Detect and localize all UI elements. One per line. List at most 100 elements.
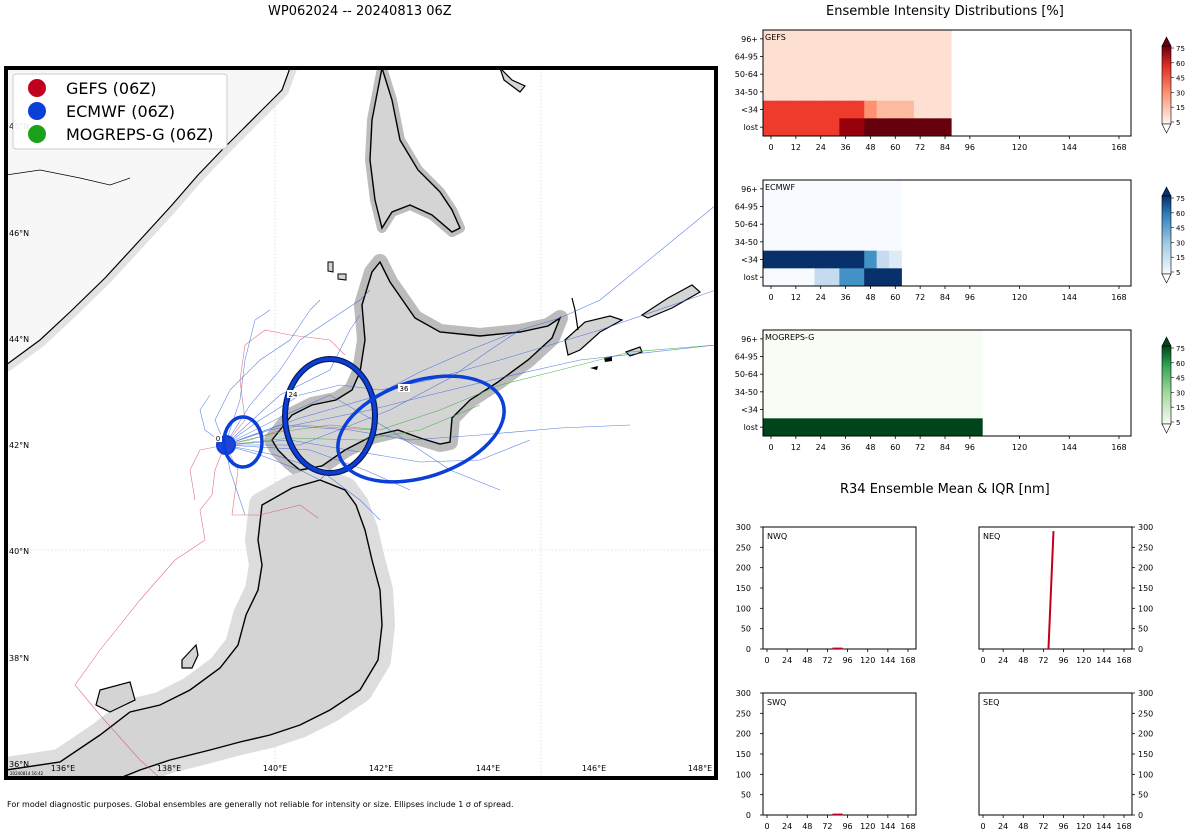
heatmap-cell (783, 365, 809, 384)
heatmap-cell (864, 215, 878, 234)
heatmap-cell (889, 30, 902, 49)
heatmap-cell (833, 383, 859, 402)
panel-frame (978, 526, 1133, 650)
x-tick-label: 144 (1096, 656, 1111, 665)
x-tick-label: 120 (1012, 143, 1027, 152)
y-tick-label: 150 (736, 750, 751, 759)
heatmap-cell (833, 400, 859, 419)
heatmap-cell (889, 65, 902, 84)
heatmap-cell (808, 330, 834, 349)
heatmap-cell (826, 47, 840, 66)
r34-panel-neq: NEQ 300 250 200 150 100 50 0 0 24 48 72 96 120 144 168 (978, 523, 1153, 665)
heatmap-cell (763, 347, 784, 366)
heatmap-cell (957, 365, 983, 384)
colorbar-tick-label: 30 (1176, 389, 1185, 397)
heatmap-cell (932, 418, 958, 437)
heatmap-cell (777, 65, 791, 84)
heatmap-cell (826, 233, 840, 252)
heatmap-cell (763, 330, 784, 349)
x-tick-label: 48 (865, 293, 875, 302)
heatmap-cell (864, 233, 878, 252)
y-tick-label: 0 (1138, 645, 1143, 654)
y-tick-label: 50-64 (735, 370, 758, 379)
heatmap-cell (789, 233, 803, 252)
heatmap-cell (814, 30, 828, 49)
heatmap-cell (802, 100, 815, 119)
heatmap-cell (858, 347, 884, 366)
heatmap-cell (814, 250, 828, 269)
r34-panel-nwq: NWQ 300 250 200 150 100 50 0 0 24 48 72 96 120 144 168 (736, 523, 917, 665)
ellipse-label-24: 24 (289, 391, 298, 399)
heatmap-cell (957, 418, 983, 437)
x-tick-label: 84 (940, 143, 950, 152)
heatmap-cell (789, 100, 803, 119)
ecmwf-tracks (199, 204, 716, 521)
y-tick-label: 96+ (741, 185, 758, 194)
legend-marker-mogreps (28, 125, 46, 143)
heatmap-cell (864, 118, 878, 137)
heatmap-cell (839, 83, 853, 102)
x-tick-label: 72 (915, 443, 925, 452)
heatmap-cell (851, 250, 865, 269)
y-tick-label: 50-64 (735, 220, 758, 229)
heatmap-cell (763, 383, 784, 402)
heatmap-cell (957, 330, 983, 349)
colorbar-extend-min (1161, 273, 1172, 284)
colorbar-extend-min (1161, 123, 1172, 134)
heatmap-cell (882, 383, 909, 402)
lat-label: 40°N (9, 547, 29, 556)
heatmap-cell (839, 118, 853, 137)
heatmap-cell (932, 400, 958, 419)
colorbar-tick-label: 60 (1176, 60, 1185, 68)
x-tick-label: 0 (980, 822, 985, 831)
lon-label: 138°E (157, 764, 181, 773)
heatmap-cell (876, 100, 890, 119)
lon-label: 136°E (51, 764, 75, 773)
colorbar-extend-max (1161, 336, 1172, 347)
heatmap-cell (802, 268, 815, 287)
y-tick-label: lost (744, 423, 758, 432)
x-tick-label: 24 (816, 443, 826, 452)
heatmap-cell (882, 330, 909, 349)
x-tick-label: 24 (782, 656, 792, 665)
heatmap-cell (851, 47, 865, 66)
heatmap-cell (851, 180, 865, 199)
heatmap-cell (826, 83, 840, 102)
x-tick-label: 0 (768, 143, 773, 152)
heatmap-cell (763, 365, 784, 384)
heatmap-cell (907, 330, 933, 349)
heatmap-cell (783, 418, 809, 437)
heatmap-cell (777, 100, 791, 119)
heatmap-cell (913, 83, 927, 102)
quadrant-label: SEQ (983, 698, 999, 707)
heatmap-cell (938, 83, 952, 102)
legend-marker-gefs (28, 79, 46, 97)
heatmap-cell (926, 47, 940, 66)
heatmap-cell (839, 100, 853, 119)
r34-title: R34 Ensemble Mean & IQR [nm] (840, 482, 1050, 497)
heatmap-cell (833, 365, 859, 384)
heatmap-cell (833, 330, 859, 349)
heatmap-cell (864, 47, 878, 66)
heatmap-cell (777, 83, 791, 102)
heatmap-cell (938, 47, 952, 66)
heatmap-cell (858, 383, 884, 402)
x-tick-label: 96 (965, 143, 975, 152)
colorbar-tick-label: 5 (1176, 119, 1180, 127)
y-tick-label: 300 (736, 523, 751, 532)
y-tick-label: <34 (741, 256, 758, 265)
x-tick-label: 24 (816, 143, 826, 152)
x-tick-label: 72 (1038, 656, 1048, 665)
y-tick-label: 50 (741, 791, 751, 800)
heatmap-cell (889, 118, 902, 137)
heatmap-cell (876, 215, 890, 234)
heatmap-cell (901, 65, 915, 84)
lon-label: 146°E (582, 764, 606, 773)
heatmap-cell (876, 118, 890, 137)
heatmap-cell (839, 197, 853, 216)
lon-label: 144°E (476, 764, 500, 773)
panel-label: MOGREPS-G (765, 333, 814, 342)
heatmap-cell (876, 180, 890, 199)
y-tick-label: <34 (741, 106, 758, 115)
